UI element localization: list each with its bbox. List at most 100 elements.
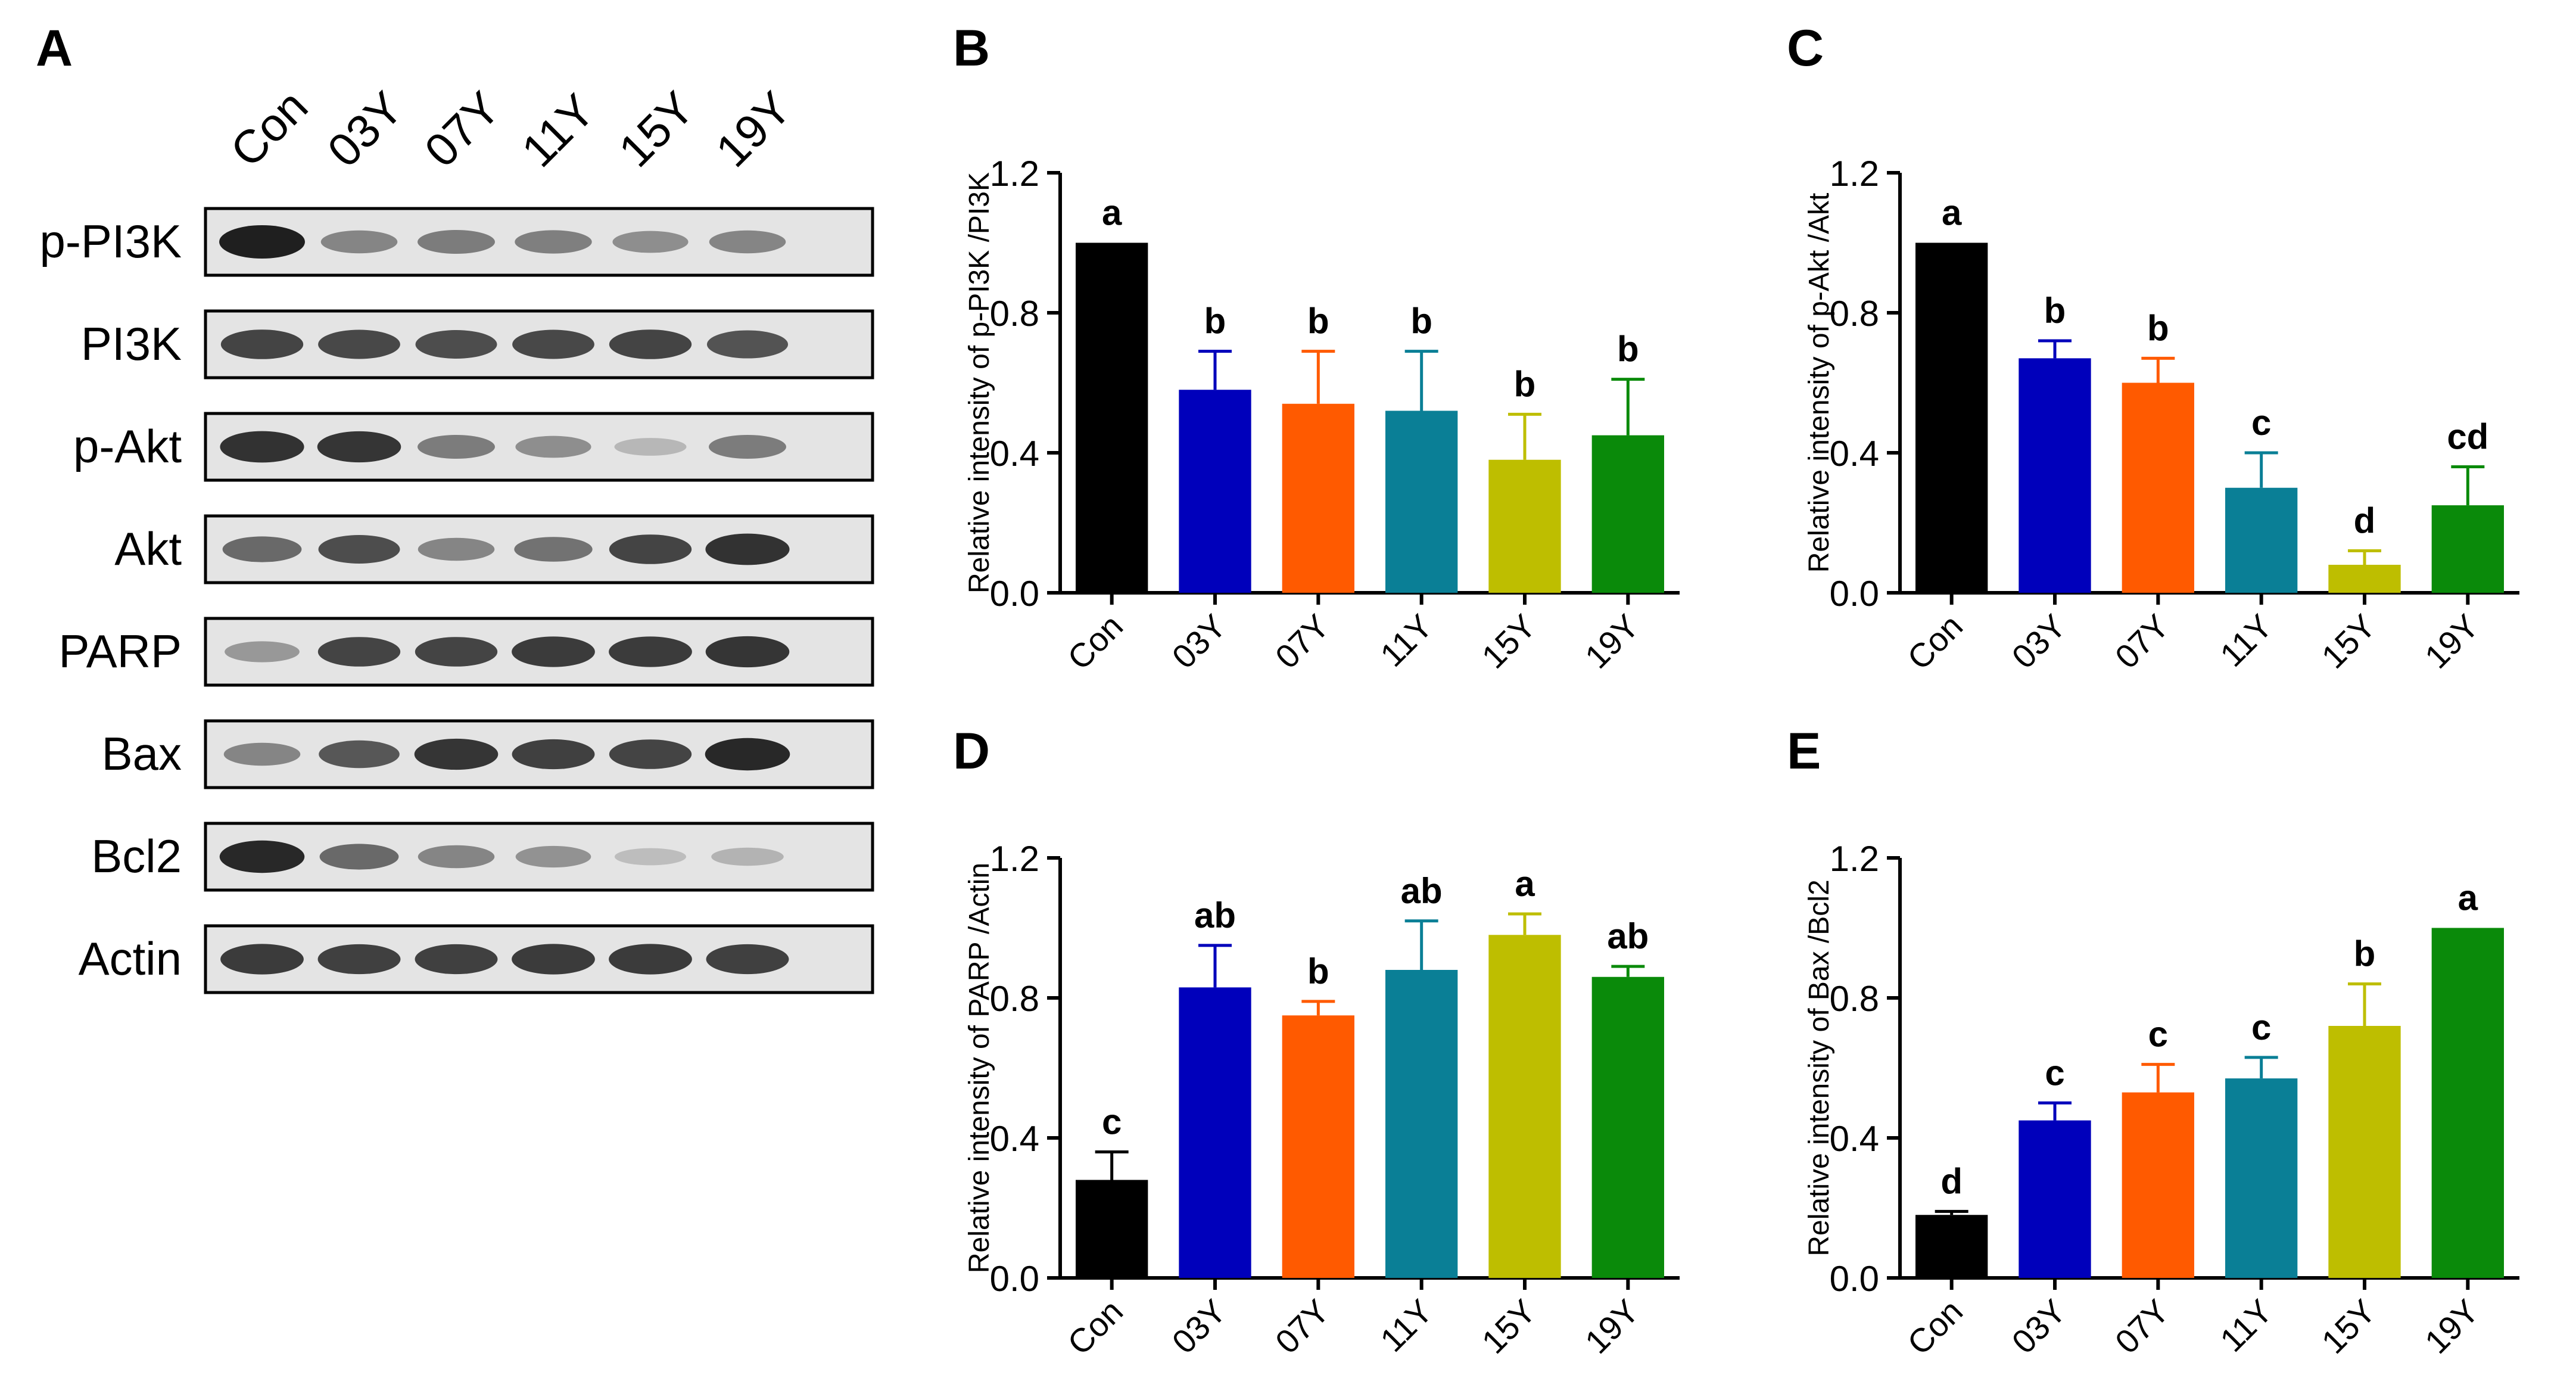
x-tick-label: 15Y: [2314, 607, 2382, 676]
blot-band: [609, 944, 692, 975]
blot-band: [220, 329, 304, 359]
blot-band: [609, 636, 692, 667]
y-tick-label: 0.8: [990, 294, 1039, 334]
x-tick-label: 19Y: [1578, 1292, 1646, 1361]
x-tick-label: 03Y: [1164, 1292, 1233, 1361]
bar: [1282, 403, 1354, 593]
significance-letter: b: [1204, 301, 1226, 341]
bar: [1915, 242, 1988, 593]
blot-band: [220, 944, 304, 975]
protein-label: Bcl2: [91, 830, 182, 882]
bar: [2122, 1092, 2194, 1278]
blot-band: [319, 844, 399, 870]
x-tick-label: 07Y: [2108, 607, 2176, 676]
bar: [1076, 1180, 1148, 1278]
significance-letter: b: [1307, 951, 1329, 991]
protein-label: Bax: [102, 727, 182, 780]
protein-label: PARP: [58, 625, 182, 677]
significance-letter: a: [1942, 193, 1962, 233]
bar: [2225, 1078, 2298, 1278]
significance-letter: a: [1515, 864, 1535, 904]
blot-band: [512, 329, 594, 359]
blot-band: [418, 230, 495, 254]
bar: [1591, 976, 1664, 1278]
panel-label-a: A: [36, 20, 73, 77]
blot-band: [317, 431, 401, 463]
blot-band: [706, 944, 789, 975]
protein-label: Actin: [79, 932, 182, 985]
blot-band: [705, 533, 790, 565]
x-tick-label: Con: [1060, 607, 1130, 677]
significance-letter: c: [1102, 1102, 1122, 1142]
blot-lane-label: 03Y: [317, 82, 413, 177]
blot-band: [614, 848, 687, 866]
x-tick-label: 07Y: [2108, 1292, 2176, 1361]
bar: [2122, 382, 2194, 593]
blot-band: [709, 435, 786, 459]
blot-rows: p-PI3K PI3K p-Akt Akt PARP Bax Bcl2 Actin: [40, 207, 874, 994]
significance-letter: c: [2045, 1053, 2064, 1093]
blot-band: [320, 230, 398, 254]
y-tick-label: 0.4: [1830, 1119, 1879, 1159]
blot-lane-label: 15Y: [609, 82, 704, 177]
blot-row: Akt: [114, 514, 874, 584]
blot-band: [220, 431, 304, 463]
protein-label: Akt: [114, 522, 182, 575]
blot-band: [515, 845, 591, 868]
blot-band: [317, 944, 401, 975]
blot-band: [415, 330, 497, 359]
y-tick-label: 0.4: [1830, 434, 1879, 474]
blot-band: [319, 740, 400, 769]
y-tick-label: 1.2: [1830, 839, 1879, 879]
x-tick-label: 07Y: [1268, 607, 1337, 676]
x-tick-label: Con: [1900, 1292, 1970, 1362]
bar: [2328, 565, 2401, 593]
significance-letter: ab: [1607, 916, 1649, 956]
blot-lane-label: 07Y: [415, 82, 510, 177]
significance-letter: ab: [1194, 895, 1236, 935]
significance-letter: cd: [2447, 417, 2488, 457]
blot-band: [709, 230, 786, 254]
x-tick-label: 15Y: [1474, 607, 1543, 676]
blot-band: [705, 738, 790, 771]
blot-row: Bax: [102, 719, 874, 789]
bar: [1385, 970, 1458, 1278]
blot-band: [515, 230, 592, 254]
x-tick-label: Con: [1900, 607, 1970, 677]
bar: [1076, 242, 1148, 593]
x-tick-label: 15Y: [2314, 1292, 2382, 1361]
blot-band: [223, 742, 301, 766]
bar: [1179, 987, 1251, 1278]
blot-band: [418, 845, 495, 869]
y-tick-label: 0.0: [990, 574, 1039, 614]
y-tick-label: 0.4: [990, 434, 1039, 474]
blot-row: Actin: [79, 924, 874, 994]
bar: [2225, 487, 2298, 593]
blot-lane-labels: Con 03Y 07Y 11Y 15Y 19Y: [220, 80, 801, 177]
blot-band: [418, 435, 495, 459]
bar: [1591, 435, 1664, 593]
significance-letter: a: [1102, 193, 1122, 233]
y-axis-label: Relative intensity of p-PI3K /PI3K: [964, 172, 995, 593]
blot-row: p-Akt: [73, 412, 874, 482]
panel-label-c: C: [1787, 20, 1824, 77]
x-tick-label: 11Y: [1373, 1292, 1440, 1359]
blot-band: [512, 739, 595, 770]
bar: [2019, 358, 2091, 593]
panel-label-d: D: [953, 723, 990, 780]
y-tick-label: 0.0: [990, 1259, 1039, 1299]
y-tick-label: 0.0: [1830, 574, 1879, 614]
y-axis-label: Relative intensity of PARP /Actin: [964, 863, 995, 1273]
bar: [2019, 1120, 2091, 1278]
blot-band: [418, 537, 495, 561]
blot-band: [512, 944, 595, 975]
significance-letter: b: [2044, 291, 2066, 331]
blot-band: [711, 847, 784, 866]
x-tick-label: 19Y: [2418, 607, 2486, 676]
y-tick-label: 1.2: [1830, 154, 1879, 194]
significance-letter: c: [2148, 1015, 2168, 1055]
